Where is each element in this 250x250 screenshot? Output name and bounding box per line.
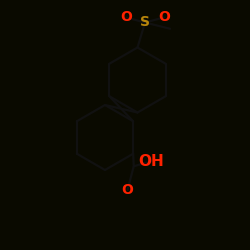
Text: O: O bbox=[158, 10, 170, 24]
Text: S: S bbox=[140, 16, 150, 30]
Text: OH: OH bbox=[138, 154, 164, 169]
Text: O: O bbox=[120, 10, 132, 24]
Text: O: O bbox=[122, 183, 134, 197]
